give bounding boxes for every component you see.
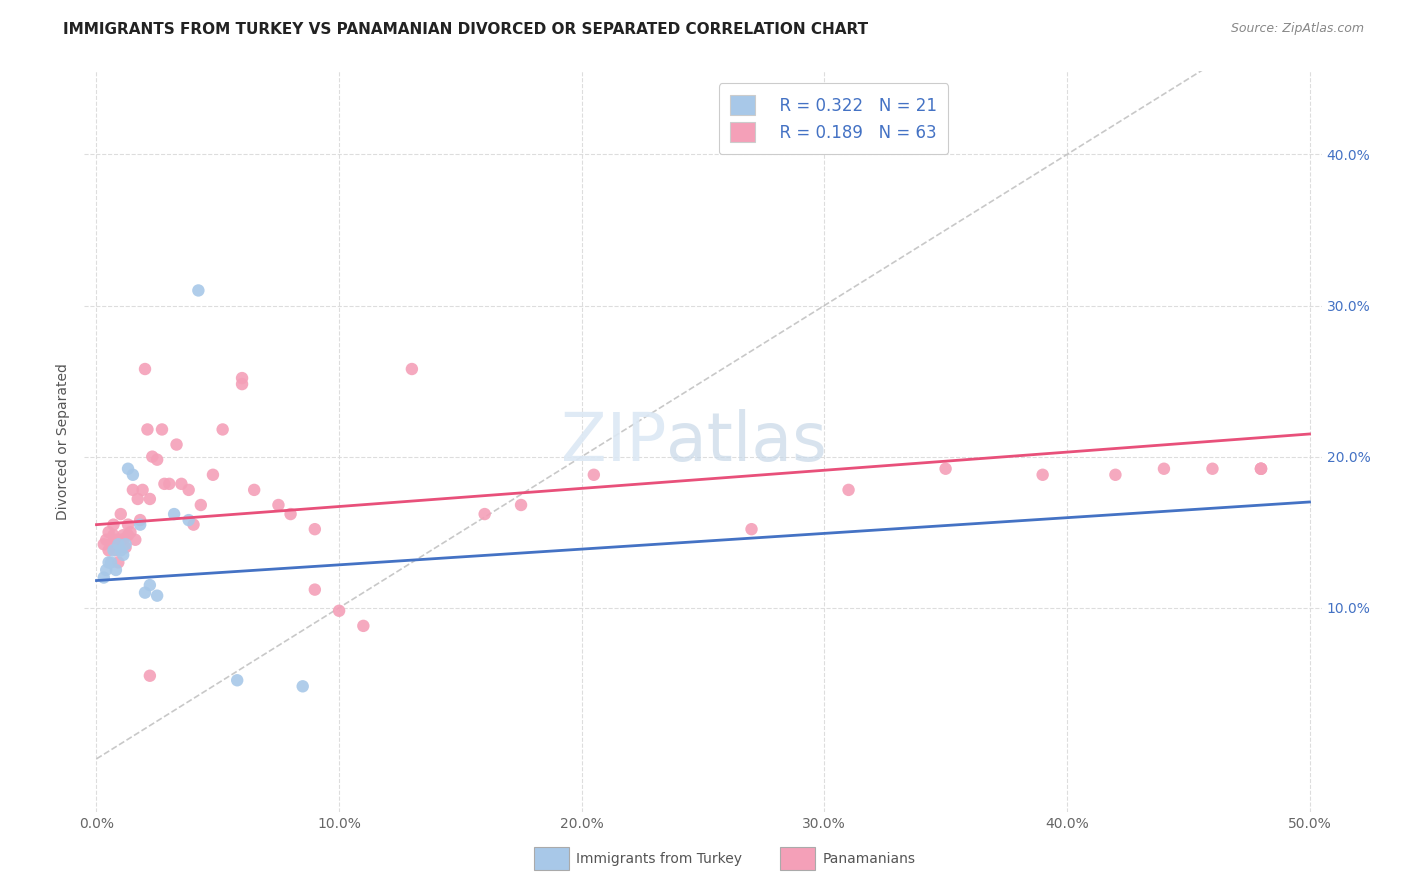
Point [110,507,132,521]
Point [107,537,129,551]
Point [129,517,152,532]
Point [1032,467,1054,482]
Text: Panamanians: Panamanians [823,852,915,865]
Point [120,525,142,540]
Point [166,437,188,451]
Point [231,371,253,385]
Point [124,533,146,547]
Point [131,483,153,497]
Point [104,563,127,577]
Point [187,284,209,298]
Point [117,517,139,532]
Point [139,578,162,592]
Point [127,491,149,506]
Point [582,467,605,482]
Point [129,513,152,527]
Point [117,528,139,542]
Point [146,452,169,467]
Text: ZIP: ZIP [561,409,666,475]
Point [107,537,129,551]
Point [97,556,120,570]
Point [139,669,162,683]
Point [291,679,314,693]
Point [267,498,290,512]
Point [510,498,533,512]
Point [1153,461,1175,475]
Point [231,377,253,392]
Point [104,543,127,558]
Point [1250,461,1272,475]
Point [114,537,136,551]
Point [93,570,115,584]
Point [96,563,118,577]
Point [110,543,132,558]
Point [107,556,129,570]
Point [122,483,145,497]
Point [146,589,169,603]
Point [401,362,423,376]
Point [100,537,122,551]
Point [183,517,205,532]
Point [134,362,156,376]
Text: Source: ZipAtlas.com: Source: ZipAtlas.com [1230,22,1364,36]
Point [112,548,135,562]
Point [304,522,326,536]
Point [150,422,173,436]
Point [243,483,266,497]
Point [134,585,156,599]
Point [117,461,139,475]
Point [177,513,200,527]
Point [328,604,350,618]
Point [136,422,159,436]
Point [1250,461,1272,475]
Point [97,543,120,558]
Point [280,507,302,521]
Text: IMMIGRANTS FROM TURKEY VS PANAMANIAN DIVORCED OR SEPARATED CORRELATION CHART: IMMIGRANTS FROM TURKEY VS PANAMANIAN DIV… [63,22,869,37]
Point [122,467,145,482]
Point [103,517,125,532]
Legend:   R = 0.322   N = 21,   R = 0.189   N = 63: R = 0.322 N = 21, R = 0.189 N = 63 [718,83,948,154]
Point [1250,461,1272,475]
Point [474,507,496,521]
Point [741,522,763,536]
Point [201,467,224,482]
Point [114,541,136,555]
Point [110,533,132,547]
Point [211,422,233,436]
Point [104,533,127,547]
Point [935,461,957,475]
Point [177,483,200,497]
Point [93,537,115,551]
Point [103,528,125,542]
Point [190,498,212,512]
Point [141,450,163,464]
Point [352,619,374,633]
Point [226,673,249,688]
Point [112,528,135,542]
Point [112,533,135,547]
Y-axis label: Divorced or Separated: Divorced or Separated [56,363,70,520]
Point [100,556,122,570]
Point [1201,461,1223,475]
Point [163,507,186,521]
Point [96,533,118,547]
Text: atlas: atlas [666,409,827,475]
Point [838,483,860,497]
Point [103,543,125,558]
Point [153,476,176,491]
Point [157,476,180,491]
Point [139,491,162,506]
Text: Immigrants from Turkey: Immigrants from Turkey [576,852,742,865]
Point [97,525,120,540]
Point [304,582,326,597]
Point [170,476,193,491]
Point [1104,467,1126,482]
